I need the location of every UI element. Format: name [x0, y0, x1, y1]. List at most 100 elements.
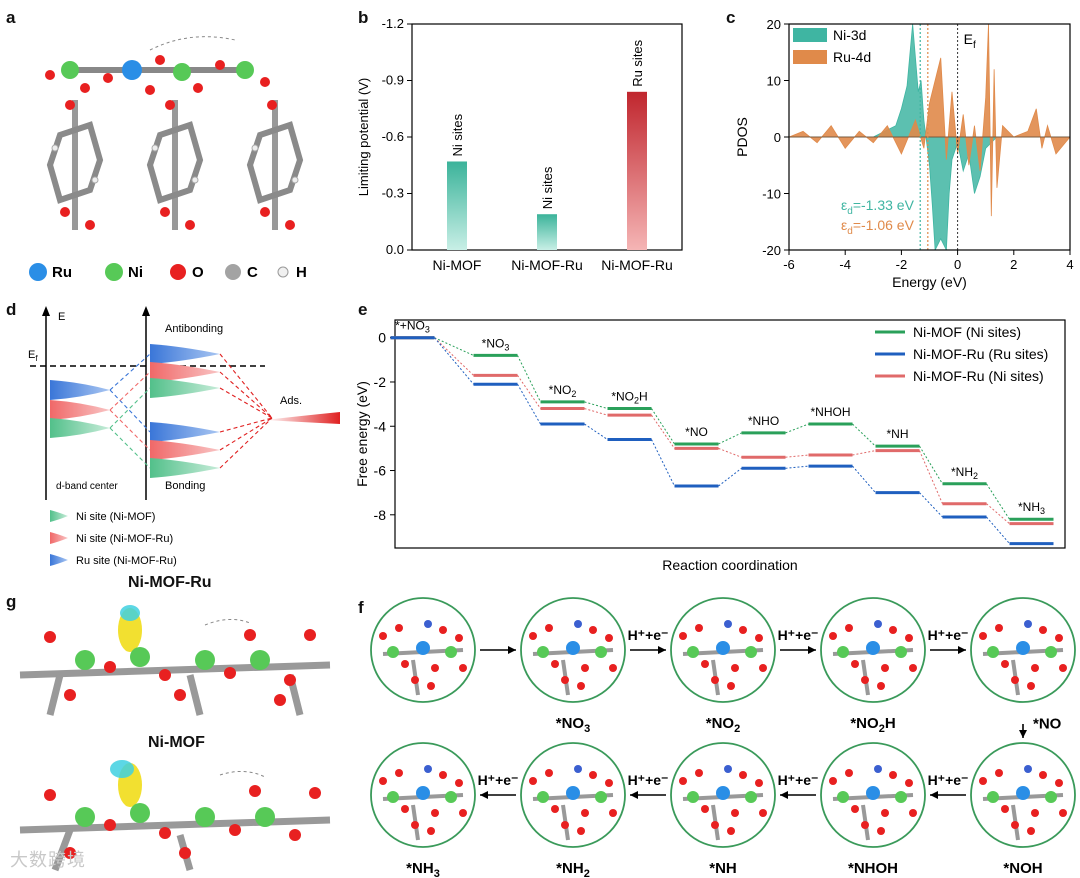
step-label-4: *NO — [685, 425, 708, 439]
structure-model-t1 — [529, 620, 617, 696]
chart-b-ytick-label: -0.3 — [382, 186, 404, 201]
legend-h-dot — [277, 266, 289, 278]
chart-c-ytick-label: 20 — [767, 17, 781, 32]
legend-ru-label: Ru — [52, 264, 72, 281]
ni-site-ru-dband — [50, 400, 110, 420]
connector-2-6 — [852, 450, 876, 456]
legend-ni-label: Ni — [128, 264, 143, 281]
connector-1-7 — [919, 492, 943, 518]
bottom-step-label-2: H⁺+e⁻ — [628, 772, 669, 788]
ni-site-mof-dband — [50, 418, 110, 438]
bonding-label: Bonding — [165, 480, 205, 492]
bar-label-2: Ru sites — [630, 39, 645, 86]
chart-e-ytick-label: -8 — [374, 507, 387, 523]
structure-model-t3 — [829, 620, 917, 696]
legend-ru-site-swatch — [50, 554, 68, 566]
panel-a-legend: Ru Ni O C H — [28, 260, 348, 284]
structure-model-b0 — [379, 765, 467, 841]
chart-b-ytick-label: -1.2 — [382, 16, 404, 31]
bar-2 — [627, 91, 647, 250]
chart-c-xtick-label: 4 — [1066, 257, 1073, 272]
connector-2-7 — [919, 450, 943, 504]
chart-c-xtick-label: 0 — [954, 257, 961, 272]
antibonding-ni-mof — [150, 378, 220, 398]
chart-c-xtick-label: 2 — [1010, 257, 1017, 272]
charge-density-ni-mof — [19, 760, 331, 872]
connector-1-8 — [986, 516, 1010, 544]
bottom-arrow-4-head — [930, 791, 938, 799]
panel-letter-c: c — [726, 8, 736, 27]
bonding-ni-ru — [150, 440, 220, 460]
structure-model-b4 — [979, 765, 1067, 841]
chart-b-category-2: Ni-MOF-Ru — [601, 257, 673, 273]
connector-1-5 — [785, 465, 809, 469]
chart-b-ytick-label: -0.6 — [382, 129, 404, 144]
top-arrow-2-head — [808, 646, 816, 654]
connector-0-4 — [718, 432, 742, 445]
bottom-species-label-3: *NHOH — [848, 860, 898, 877]
panel-letter-d: d — [6, 300, 17, 319]
legend-ni-ru-swatch — [50, 532, 68, 544]
top-arrow-1-head — [658, 646, 666, 654]
connector-2-5 — [785, 454, 809, 458]
top-step-label-1: H⁺+e⁻ — [628, 627, 669, 643]
chart-c-ylabel: PDOS — [734, 117, 750, 157]
legend-c-label: C — [247, 264, 258, 281]
bottom-step-label-1: H⁺+e⁻ — [478, 772, 519, 788]
top-step-label-2: H⁺+e⁻ — [778, 627, 819, 643]
connector-0-5 — [785, 423, 809, 434]
connector-2-4 — [718, 447, 742, 458]
limiting-potential-chart: 0.0 -0.3 -0.6 -0.9 -1.2 Limiting potential (V… — [356, 16, 683, 273]
antibonding-ru — [150, 344, 220, 364]
down-arrow-head — [1019, 730, 1027, 738]
connector-0-3 — [651, 408, 675, 445]
chart-c-xlabel: Energy (eV) — [892, 274, 967, 290]
mof-structure-model — [46, 67, 304, 230]
chart-c-xtick-label: -4 — [839, 257, 851, 272]
chart-b-category-0: Ni-MOF — [433, 257, 482, 273]
panel-g-title-top: Ni-MOF-Ru — [128, 574, 212, 591]
connector-1-6 — [852, 465, 876, 493]
bottom-arrow-2-head — [630, 791, 638, 799]
panel-letter-g: g — [6, 592, 17, 611]
d-center-text-1: εd=-1.06 eV — [841, 217, 915, 237]
connector-0-8 — [986, 483, 1010, 520]
legend-ni-dot — [105, 263, 123, 281]
step-label-8: *NH2 — [951, 465, 978, 481]
top-species-label-2: *NO2 — [706, 715, 740, 735]
bottom-step-label-4: H⁺+e⁻ — [928, 772, 969, 788]
orbital-connectors — [109, 353, 273, 469]
bar-0 — [447, 161, 467, 250]
charge-lobe-cyan — [120, 605, 140, 621]
legend-h-label: H — [296, 264, 307, 281]
d-center-text-0: εd=-1.33 eV — [841, 197, 915, 217]
chart-e-ytick-label: -6 — [374, 463, 387, 479]
chart-e-xlabel: Reaction coordination — [662, 557, 797, 573]
step-label-5: *NHO — [748, 414, 779, 428]
connector-1-4 — [718, 467, 742, 487]
chart-c-ytick-label: 0 — [774, 130, 781, 145]
bottom-species-label-2: *NH — [709, 860, 737, 877]
reaction-pathway: H⁺+e⁻ H⁺+e⁻ H⁺+e⁻ *NO H⁺+e⁻ H⁺+e⁻ H⁺+e⁻ H⁺+e⁻ *N… — [370, 597, 1076, 878]
step-label-6: *NHOH — [810, 405, 850, 419]
bottom-step-label-3: H⁺+e⁻ — [778, 772, 819, 788]
bottom-arrow-3-head — [780, 791, 788, 799]
connector-2-0 — [434, 337, 474, 376]
panel-letter-e: e — [358, 300, 368, 319]
connector-2-2 — [584, 408, 608, 416]
ru-site-dband — [50, 380, 110, 400]
bottom-species-label-0: *NH3 — [406, 860, 440, 878]
bar-1 — [537, 214, 557, 250]
step-label-0: *+NO3 — [395, 319, 430, 335]
legend-o-label: O — [192, 264, 204, 281]
connector-0-6 — [852, 423, 876, 447]
structure-model-t2 — [679, 620, 767, 696]
chart-c-ytick-label: -20 — [762, 243, 781, 258]
energy-axis-label: E — [58, 311, 65, 323]
top-species-label-1: *NO3 — [556, 715, 590, 735]
top-species-label-3: *NO2H — [850, 715, 895, 735]
legend-label-1: Ni-MOF-Ru (Ru sites) — [913, 346, 1048, 362]
fermi-label: Ef — [28, 349, 38, 363]
watermark: 大数跨境 — [10, 850, 86, 870]
